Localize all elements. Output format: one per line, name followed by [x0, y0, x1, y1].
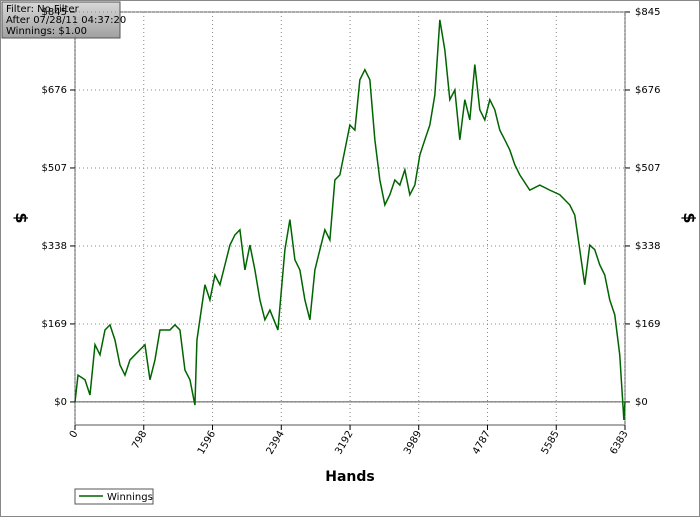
y2-tick-label: $169 [635, 319, 660, 330]
y2-tick-label: $0 [635, 397, 648, 408]
data-line [74, 19, 626, 420]
y-tick-label: $338 [42, 241, 67, 252]
y-tick-label: $0 [54, 397, 67, 408]
y-tick-label: $507 [42, 163, 67, 174]
y-tick-label: $676 [42, 85, 67, 96]
info-line: Filter: No Filter [6, 4, 80, 15]
info-box [1, 1, 121, 39]
info-line: After 07/28/11 04:37:20 [6, 15, 126, 26]
legend-label: Winnings [107, 492, 153, 503]
y-tick-label: $169 [42, 319, 67, 330]
y2-tick-label: $845 [635, 7, 660, 18]
info-line: Winnings: $1.00 [6, 26, 87, 37]
y2-tick-label: $676 [635, 85, 660, 96]
y2-tick-label: $338 [635, 241, 660, 252]
y2-axis-label: $ [680, 212, 699, 223]
plot-area [74, 11, 626, 426]
legend [74, 488, 154, 505]
y-tick-label: $845 [42, 7, 67, 18]
x-axis-label: Hands [325, 469, 375, 485]
y-axis-label: $ [12, 212, 31, 223]
y2-tick-label: $507 [635, 163, 660, 174]
x-tick-label: 0 [68, 429, 81, 440]
